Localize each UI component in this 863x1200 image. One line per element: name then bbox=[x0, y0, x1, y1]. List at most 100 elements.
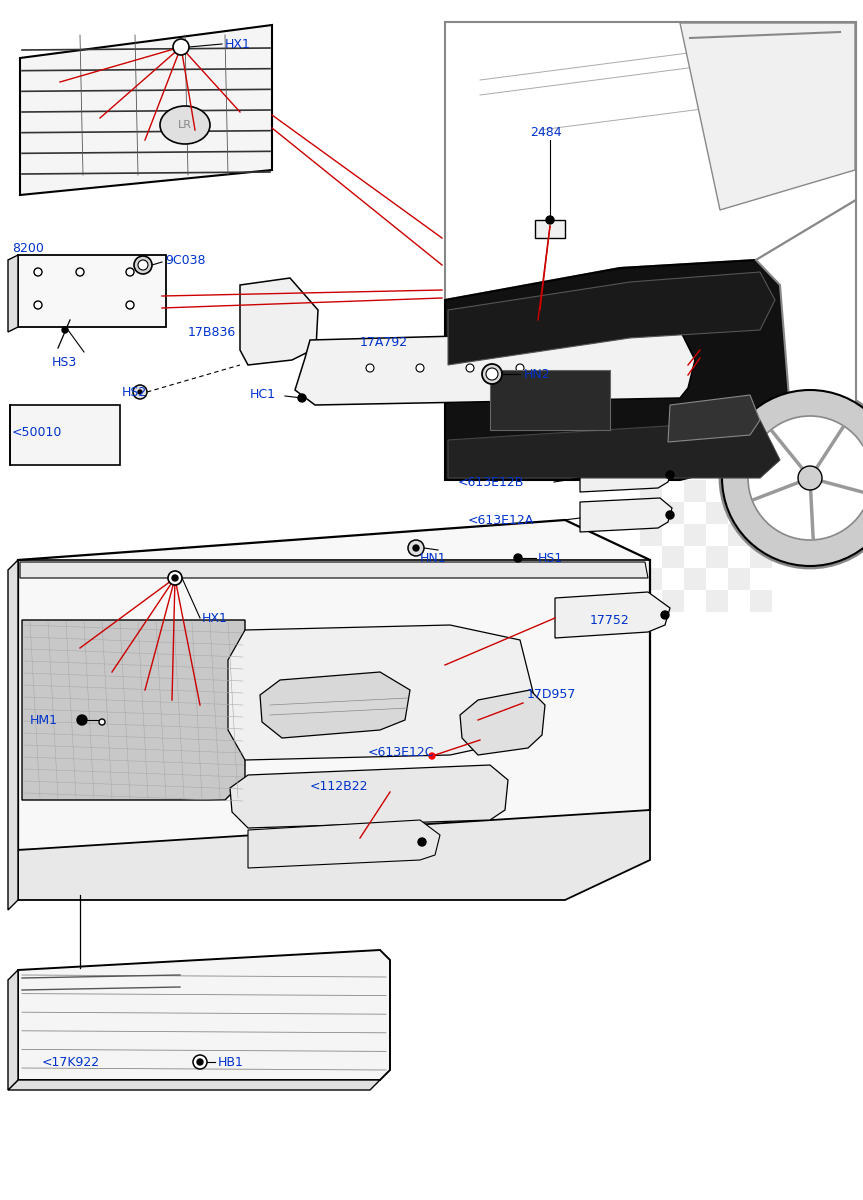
Circle shape bbox=[99, 719, 105, 725]
Text: HN1: HN1 bbox=[420, 552, 447, 564]
Circle shape bbox=[722, 390, 863, 566]
Polygon shape bbox=[18, 950, 390, 1080]
Text: scuderia: scuderia bbox=[256, 560, 603, 630]
Bar bbox=[10, 404, 120, 464]
Polygon shape bbox=[8, 970, 18, 1090]
Bar bbox=[662, 546, 684, 568]
Polygon shape bbox=[20, 25, 272, 194]
Bar bbox=[640, 480, 662, 502]
Bar bbox=[535, 220, 565, 238]
Circle shape bbox=[416, 364, 424, 372]
Text: a r   p a r t s: a r p a r t s bbox=[311, 626, 550, 664]
Bar bbox=[706, 546, 728, 568]
Circle shape bbox=[413, 545, 419, 551]
Circle shape bbox=[126, 268, 134, 276]
Polygon shape bbox=[22, 620, 245, 800]
Circle shape bbox=[78, 716, 86, 724]
Polygon shape bbox=[18, 520, 650, 850]
Bar bbox=[490, 370, 610, 430]
Polygon shape bbox=[756, 200, 856, 480]
Circle shape bbox=[193, 1055, 207, 1069]
Circle shape bbox=[366, 364, 374, 372]
Bar bbox=[750, 590, 772, 612]
Circle shape bbox=[418, 838, 426, 846]
Circle shape bbox=[486, 368, 498, 380]
Polygon shape bbox=[18, 810, 650, 900]
Polygon shape bbox=[8, 1080, 380, 1090]
Bar bbox=[750, 546, 772, 568]
Polygon shape bbox=[460, 690, 545, 755]
Circle shape bbox=[298, 394, 306, 402]
Circle shape bbox=[408, 540, 424, 556]
Polygon shape bbox=[8, 560, 18, 910]
Text: HS1: HS1 bbox=[538, 552, 564, 564]
Text: HM1: HM1 bbox=[30, 714, 58, 726]
Circle shape bbox=[133, 385, 147, 398]
Circle shape bbox=[661, 611, 669, 619]
Circle shape bbox=[666, 470, 674, 479]
Text: 17B836: 17B836 bbox=[188, 325, 236, 338]
Circle shape bbox=[546, 216, 554, 224]
Circle shape bbox=[482, 364, 502, 384]
Polygon shape bbox=[445, 22, 856, 300]
Circle shape bbox=[62, 326, 68, 332]
Circle shape bbox=[168, 571, 182, 584]
Ellipse shape bbox=[160, 106, 210, 144]
Polygon shape bbox=[8, 254, 18, 332]
Polygon shape bbox=[680, 23, 855, 210]
Circle shape bbox=[138, 390, 142, 394]
Bar bbox=[706, 502, 728, 524]
Bar bbox=[640, 568, 662, 590]
Circle shape bbox=[466, 364, 474, 372]
Polygon shape bbox=[228, 625, 535, 760]
Bar bbox=[684, 480, 706, 502]
Polygon shape bbox=[448, 420, 780, 478]
Polygon shape bbox=[555, 592, 670, 638]
Text: 8200: 8200 bbox=[12, 241, 44, 254]
Text: <17K922: <17K922 bbox=[42, 1056, 100, 1068]
Bar bbox=[18, 254, 166, 326]
Text: HX1: HX1 bbox=[225, 37, 251, 50]
Text: <112B22: <112B22 bbox=[310, 780, 369, 793]
Text: HN2: HN2 bbox=[524, 367, 551, 380]
Circle shape bbox=[720, 388, 863, 568]
Bar bbox=[662, 502, 684, 524]
Circle shape bbox=[429, 754, 435, 758]
Text: <613E12C: <613E12C bbox=[368, 745, 434, 758]
Text: <50010: <50010 bbox=[12, 426, 62, 438]
Circle shape bbox=[34, 268, 42, 276]
Circle shape bbox=[514, 554, 522, 562]
Circle shape bbox=[77, 715, 87, 725]
Bar bbox=[728, 480, 750, 502]
Polygon shape bbox=[248, 820, 440, 868]
Polygon shape bbox=[668, 395, 760, 442]
Text: 17A792: 17A792 bbox=[360, 336, 408, 348]
Circle shape bbox=[138, 260, 148, 270]
Polygon shape bbox=[240, 278, 318, 365]
Bar bbox=[728, 568, 750, 590]
Circle shape bbox=[176, 42, 186, 52]
Polygon shape bbox=[230, 766, 508, 828]
Circle shape bbox=[172, 575, 178, 581]
Text: <613E12B: <613E12B bbox=[458, 475, 525, 488]
Circle shape bbox=[126, 301, 134, 308]
Circle shape bbox=[34, 301, 42, 308]
Circle shape bbox=[173, 38, 189, 55]
Text: HB1: HB1 bbox=[218, 1056, 244, 1068]
Circle shape bbox=[197, 1058, 203, 1066]
Bar bbox=[728, 524, 750, 546]
Bar bbox=[640, 524, 662, 546]
Bar bbox=[706, 590, 728, 612]
Polygon shape bbox=[445, 260, 790, 480]
Polygon shape bbox=[20, 562, 648, 578]
Circle shape bbox=[748, 416, 863, 540]
Circle shape bbox=[76, 268, 84, 276]
Polygon shape bbox=[260, 672, 410, 738]
Polygon shape bbox=[295, 330, 695, 404]
Circle shape bbox=[516, 364, 524, 372]
Text: HS2: HS2 bbox=[122, 386, 148, 400]
Circle shape bbox=[798, 466, 822, 490]
Text: HS3: HS3 bbox=[52, 356, 78, 370]
Bar bbox=[684, 524, 706, 546]
Bar bbox=[750, 502, 772, 524]
